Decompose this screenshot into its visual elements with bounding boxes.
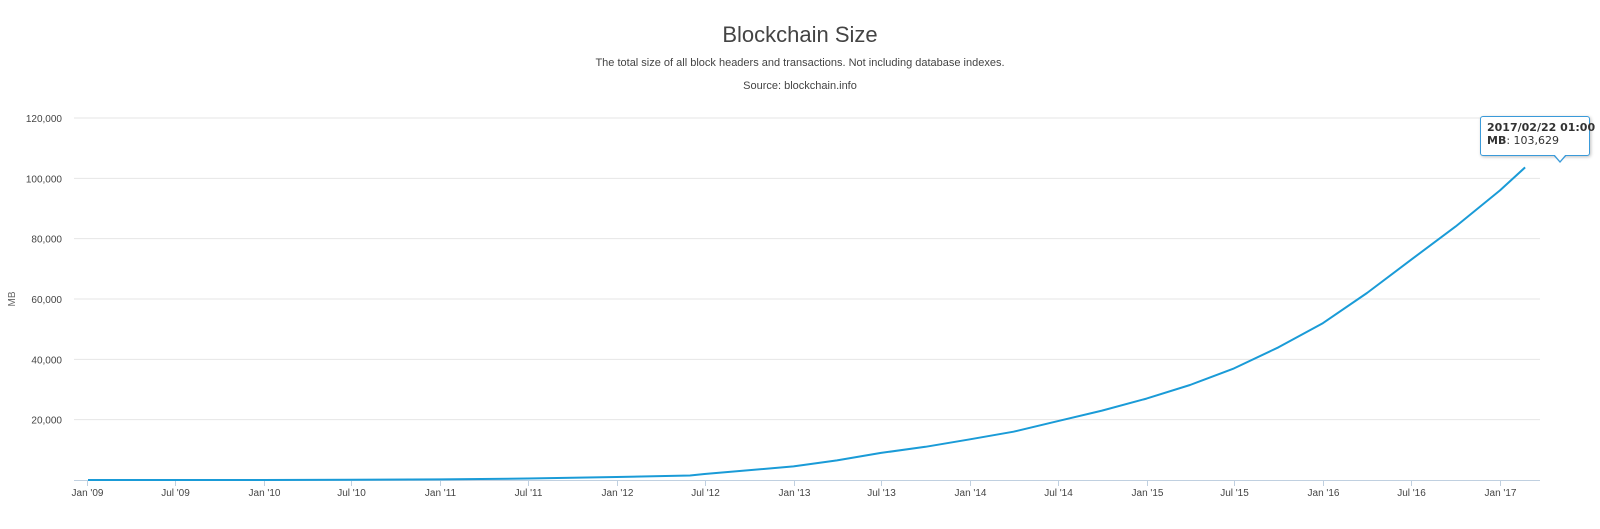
y-axis: 20,000 40,000 60,000 80,000 100,000 120,000 — [26, 114, 63, 427]
x-tick-label: Jan '17 — [1485, 488, 1517, 499]
x-tick-label: Jul '15 — [1220, 488, 1249, 499]
tooltip-value-row: MB: 103,629 — [1487, 134, 1560, 147]
y-tick-label: 40,000 — [31, 355, 62, 366]
tooltip-date: 2017/02/22 01:00 — [1487, 121, 1596, 134]
x-tick-label: Jul '13 — [867, 488, 896, 499]
y-tick-label: 20,000 — [31, 416, 62, 427]
x-tick-label: Jan '12 — [602, 488, 634, 499]
x-tick-label: Jan '09 — [72, 488, 104, 499]
x-tick-label: Jan '11 — [425, 488, 457, 499]
tooltip-value: 103,629 — [1513, 134, 1560, 147]
chart-subtitle: The total size of all block headers and … — [595, 57, 1005, 69]
grid-lines — [74, 117, 1540, 421]
y-tick-label: 120,000 — [26, 114, 63, 125]
y-tick-label: 60,000 — [31, 295, 62, 306]
x-tick-label: Jul '12 — [691, 488, 720, 499]
x-tick-label: Jul '16 — [1397, 488, 1426, 499]
x-tick-label: Jan '16 — [1308, 488, 1340, 499]
x-axis: Jan '09 Jul '09 Jan '10 Jul '10 Jan '11 Jul '… — [72, 480, 1540, 499]
x-tick-label: Jul '14 — [1044, 488, 1073, 499]
plot-area — [88, 166, 1526, 481]
y-tick-label: 100,000 — [26, 174, 63, 185]
chart-source: Source: blockchain.info — [743, 80, 857, 92]
y-tick-label: 80,000 — [31, 235, 62, 246]
x-tick-label: Jul '09 — [161, 488, 190, 499]
x-tick-label: Jan '15 — [1132, 488, 1164, 499]
x-tick-label: Jan '10 — [249, 488, 281, 499]
series-line — [88, 166, 1526, 481]
tooltip-pointer-fill — [1554, 154, 1566, 161]
x-tick-label: Jan '14 — [955, 488, 987, 499]
x-tick-label: Jul '11 — [515, 488, 543, 499]
x-tick-label: Jan '13 — [779, 488, 811, 499]
x-tick-label: Jul '10 — [337, 488, 366, 499]
chart-title: Blockchain Size — [722, 22, 878, 47]
data-tooltip: 2017/02/22 01:00 MB: 103,629 — [1480, 116, 1596, 156]
y-axis-label: MB — [7, 291, 18, 306]
tooltip-unit: MB — [1487, 134, 1507, 147]
